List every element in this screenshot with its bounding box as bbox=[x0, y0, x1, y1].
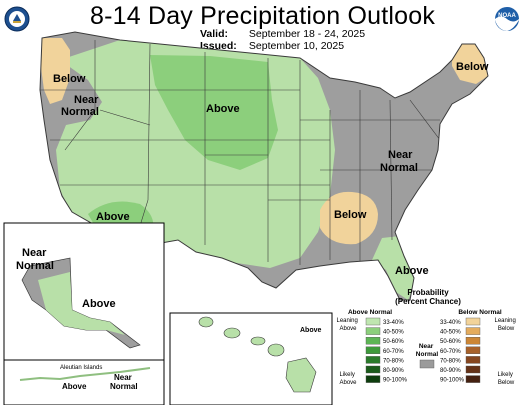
legend-below-range: 33-40% bbox=[440, 320, 461, 326]
legend-below-swatch bbox=[465, 317, 481, 326]
legend-below-swatch bbox=[465, 375, 481, 383]
legend-leaning-above-line2: Above bbox=[339, 326, 357, 332]
legend-leaning-below: Leaning Below bbox=[494, 318, 517, 332]
legend-above-range: 40-50% bbox=[383, 330, 404, 336]
legend-above-range: 70-80% bbox=[383, 358, 404, 364]
legend-leaning-below-line2: Below bbox=[498, 326, 515, 332]
legend-below-range: 40-50% bbox=[440, 330, 461, 336]
legend-near-swatch bbox=[419, 359, 435, 369]
legend-leaning-above-line1: Leaning bbox=[336, 318, 357, 324]
label-alaska-near-normal-line2: Normal bbox=[16, 260, 54, 272]
legend-below-swatch bbox=[465, 337, 481, 345]
legend-below-swatch bbox=[465, 327, 481, 335]
legend-above-range: 80-90% bbox=[383, 368, 404, 374]
label-hawaii-above: Above bbox=[300, 327, 322, 334]
page-title: 8-14 Day Precipitation Outlook bbox=[89, 2, 436, 30]
big-island bbox=[285, 357, 317, 393]
legend-leaning-below-line1: Leaning bbox=[494, 318, 515, 324]
noaa-logo-text: NOAA bbox=[498, 13, 516, 19]
aleutian-inset-frame bbox=[3, 359, 165, 405]
label-above-florida: Above bbox=[395, 265, 429, 277]
legend-above-swatch bbox=[365, 327, 381, 335]
legend-below-swatch bbox=[465, 346, 481, 354]
legend-likely-below-line2: Below bbox=[498, 380, 515, 386]
legend-below-header: Below Normal bbox=[458, 309, 502, 316]
valid-value: September 18 - 24, 2025 bbox=[248, 28, 366, 40]
label-near-normal-east: Near Normal bbox=[380, 149, 418, 174]
valid-label: Valid: bbox=[200, 28, 229, 40]
legend-above-swatch bbox=[365, 337, 381, 345]
below-maine-region bbox=[452, 44, 488, 84]
label-aleutian-above: Above bbox=[62, 382, 87, 391]
legend-above-range: 33-40% bbox=[383, 320, 404, 326]
label-near-normal-west: Near Normal bbox=[61, 94, 102, 118]
valid-dates: Valid: September 18 - 24, 2025 bbox=[200, 28, 365, 40]
alaska-above-region bbox=[38, 272, 125, 335]
molokai-island bbox=[250, 336, 266, 346]
oahu-island bbox=[223, 327, 241, 339]
legend-above-swatch bbox=[365, 346, 381, 354]
legend-likely-below: Likely Below bbox=[497, 372, 514, 386]
kauai-island bbox=[198, 316, 214, 328]
legend-above-swatch bbox=[365, 317, 381, 326]
legend-above-header: Above Normal bbox=[348, 309, 392, 316]
legend-above-swatch bbox=[365, 356, 381, 364]
legend-near-header-line2: Normal bbox=[416, 351, 439, 358]
label-alaska-near-normal-line1: Near bbox=[22, 247, 47, 259]
legend-likely-above: Likely Above bbox=[339, 372, 357, 386]
maui-island bbox=[267, 343, 285, 357]
legend-above-range: 90-100% bbox=[383, 378, 408, 384]
label-near-normal-east-line2: Normal bbox=[380, 162, 418, 174]
legend-above-range: 50-60% bbox=[383, 339, 404, 345]
below-northwest-region bbox=[40, 38, 70, 104]
legend-below-range: 60-70% bbox=[440, 349, 461, 355]
legend-rows: 33-40% 33-40% 40-50% 40-50% 50-60% 50-60% 60-7… bbox=[365, 317, 481, 384]
legend-below-swatch bbox=[465, 356, 481, 364]
label-near-normal-east-line1: Near bbox=[388, 149, 413, 161]
label-near-normal-west-line2: Normal bbox=[61, 106, 99, 118]
label-near-normal-west-line1: Near bbox=[74, 94, 99, 106]
above-normal-region-40-50 bbox=[150, 55, 278, 170]
hawaii-islands bbox=[198, 316, 317, 393]
aleutian-chain bbox=[19, 367, 151, 381]
legend-likely-above-line2: Above bbox=[339, 380, 357, 386]
legend-below-range: 50-60% bbox=[440, 339, 461, 345]
legend-leaning-above: Leaning Above bbox=[336, 318, 359, 332]
label-below-maine: Below bbox=[456, 61, 489, 73]
aleutian-title: Aleutian Islands bbox=[60, 365, 102, 371]
legend-likely-below-line1: Likely bbox=[497, 372, 512, 378]
label-above-plains: Above bbox=[206, 103, 240, 115]
legend-below-range: 90-100% bbox=[440, 378, 465, 384]
legend-above-swatch bbox=[365, 375, 381, 383]
legend-below-range: 70-80% bbox=[440, 358, 461, 364]
below-southeast-region bbox=[320, 191, 378, 245]
legend-above-swatch bbox=[365, 365, 381, 374]
legend-near-header-line1: Near bbox=[419, 343, 434, 350]
label-aleutian-near-normal: Near Normal bbox=[110, 373, 138, 391]
legend-title: Probability bbox=[407, 288, 449, 297]
label-alaska-near-normal: Near Normal bbox=[16, 247, 54, 272]
legend-subtitle: (Percent Chance) bbox=[395, 297, 461, 306]
legend-above-range: 60-70% bbox=[383, 349, 404, 355]
legend-below-swatch bbox=[465, 365, 481, 374]
state-boundaries bbox=[40, 40, 441, 265]
label-below-southeast: Below bbox=[334, 209, 367, 221]
legend-near-header: Near Normal bbox=[416, 343, 439, 358]
issued-value: September 10, 2025 bbox=[248, 40, 345, 52]
legend-below-range: 80-90% bbox=[440, 368, 461, 374]
label-aleutian-near-normal-line1: Near bbox=[114, 373, 132, 382]
doc-seal-logo bbox=[4, 6, 30, 32]
noaa-logo: NOAA bbox=[494, 6, 520, 32]
legend-likely-above-line1: Likely bbox=[339, 372, 354, 378]
label-above-southwest: Above bbox=[96, 211, 130, 223]
label-aleutian-near-normal-line2: Normal bbox=[110, 382, 138, 391]
label-alaska-above: Above bbox=[82, 298, 116, 310]
label-below-west: Below bbox=[53, 73, 86, 85]
